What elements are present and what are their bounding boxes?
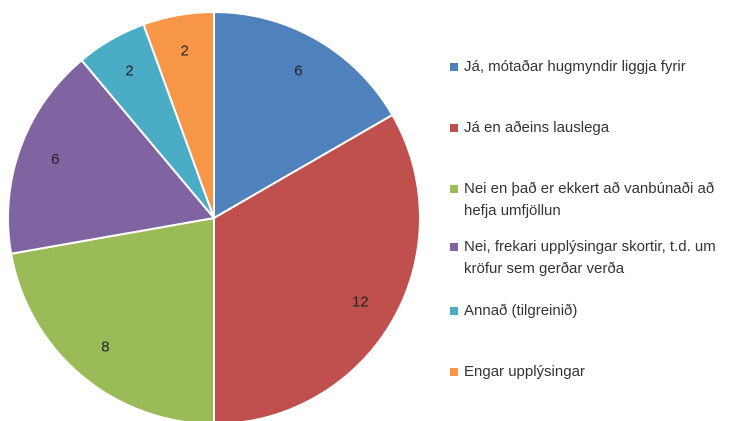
legend-item: Nei, frekari upplýsingar skortir, t.d. u… (450, 236, 740, 280)
legend-label: Já en aðeins lauslega (464, 119, 610, 136)
data-label: 2 (125, 63, 133, 80)
legend-swatch (450, 63, 458, 71)
legend-item: Engar upplýsingar (450, 361, 740, 383)
legend-label: Já, mótaðar hugmyndir liggja fyrir (464, 58, 686, 75)
data-label: 8 (101, 338, 109, 355)
legend-swatch (450, 307, 458, 315)
pie-slice (142, 10, 215, 219)
data-label: 2 (180, 43, 188, 60)
legend-label: Annað (tilgreinið) (464, 302, 578, 319)
legend-item: Annað (tilgreinið) (450, 300, 740, 322)
pie-slice (213, 113, 421, 421)
pie-slice (9, 216, 215, 421)
legend-item: Já en aðeins lauslega (450, 117, 740, 139)
legend-item: Já, mótaðar hugmyndir liggja fyrir (450, 56, 740, 78)
legend-item: Nei en það er ekkert að vanbúnaði að hef… (450, 178, 740, 222)
legend-swatch (450, 368, 458, 376)
legend-label: Engar upplýsingar (464, 363, 585, 380)
legend-swatch (450, 185, 458, 193)
legend-swatch (450, 124, 458, 132)
legend-label: Nei en það er ekkert að vanbúnaði að hef… (464, 180, 715, 219)
pie-slice (213, 10, 394, 220)
data-label: 6 (51, 151, 59, 168)
legend-swatch (450, 243, 458, 251)
legend-label: Nei, frekari upplýsingar skortir, t.d. u… (464, 238, 716, 277)
data-label: 6 (294, 63, 302, 80)
pie-slice (7, 58, 216, 255)
data-label: 12 (352, 293, 369, 310)
